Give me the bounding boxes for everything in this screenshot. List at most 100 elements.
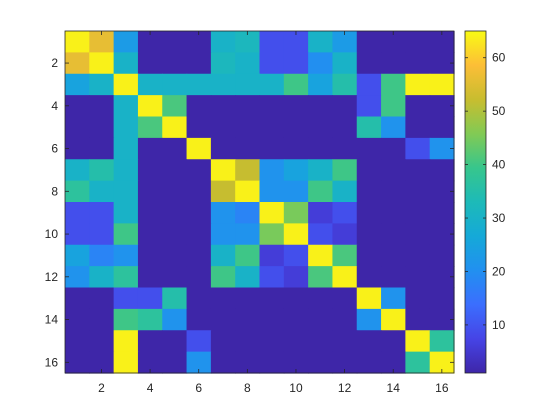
heatmap-cell-r10-c2 (89, 223, 115, 246)
heatmap-cell-r9-c11 (308, 202, 334, 224)
heatmap-cell-r8-c10 (283, 180, 309, 203)
heatmap-cell-r16-c1 (65, 351, 90, 374)
heatmap-cell-r9-c7 (210, 202, 236, 224)
heatmap-cell-r8-c15 (405, 180, 431, 203)
heatmap-cell-r4-c13 (356, 95, 382, 118)
heatmap-cell-r14-c13 (356, 308, 382, 331)
heatmap-cell-r15-c7 (210, 330, 236, 353)
heatmap-cell-r1-c4 (137, 31, 163, 53)
heatmap-cell-r6-c2 (89, 137, 115, 160)
heatmap-cells (65, 31, 455, 374)
heatmap-cell-r13-c11 (308, 287, 334, 310)
heatmap-cell-r9-c9 (259, 202, 285, 224)
heatmap-cell-r9-c12 (332, 202, 358, 224)
heatmap-cell-r6-c15 (405, 137, 431, 160)
heatmap-cell-r12-c2 (89, 266, 115, 289)
heatmap-cell-r1-c3 (113, 31, 139, 53)
heatmap-cell-r14-c8 (235, 308, 261, 331)
heatmap-cell-r10-c1 (65, 223, 90, 246)
heatmap-cell-r11-c4 (137, 244, 163, 267)
heatmap-cell-r6-c10 (283, 137, 309, 160)
heatmap-cell-r3-c13 (356, 73, 382, 96)
heatmap-cell-r6-c14 (381, 137, 406, 160)
heatmap-cell-r13-c8 (235, 287, 261, 310)
heatmap-cell-r3-c14 (381, 73, 406, 96)
heatmap-cell-r14-c10 (283, 308, 309, 331)
heatmap-cell-r11-c3 (113, 244, 139, 267)
heatmap-cell-r5-c1 (65, 116, 90, 139)
colorbar-tick-label: 30 (492, 211, 506, 225)
heatmap-cell-r16-c5 (162, 351, 188, 374)
heatmap-cell-r16-c11 (308, 351, 334, 374)
colorbar-tick-label: 20 (492, 264, 506, 278)
heatmap-cell-r1-c6 (186, 31, 212, 53)
heatmap-cell-r4-c2 (89, 95, 115, 118)
heatmap-cell-r5-c9 (259, 116, 285, 139)
heatmap-cell-r1-c2 (89, 31, 115, 53)
x-tick-label: 14 (387, 381, 401, 395)
heatmap-cell-r4-c5 (162, 95, 188, 118)
heatmap-cell-r2-c4 (137, 52, 163, 75)
heatmap-cell-r15-c13 (356, 330, 382, 353)
heatmap-cell-r11-c12 (332, 244, 358, 267)
heatmap-cell-r12-c13 (356, 266, 382, 289)
heatmap-cell-r5-c10 (283, 116, 309, 139)
heatmap-cell-r8-c3 (113, 180, 139, 203)
heatmap-cell-r5-c7 (210, 116, 236, 139)
heatmap-cell-r1-c8 (235, 31, 261, 53)
heatmap-cell-r16-c6 (186, 351, 212, 374)
heatmap-cell-r1-c11 (308, 31, 334, 53)
heatmap-cell-r5-c3 (113, 116, 139, 139)
y-tick-label: 14 (45, 313, 59, 327)
x-tick-label: 10 (289, 381, 303, 395)
heatmap-cell-r4-c8 (235, 95, 261, 118)
heatmap-cell-r2-c14 (381, 52, 406, 75)
heatmap-cell-r4-c6 (186, 95, 212, 118)
heatmap-cell-r8-c7 (210, 180, 236, 203)
heatmap-cell-r5-c15 (405, 116, 431, 139)
heatmap-cell-r7-c4 (137, 159, 163, 182)
heatmap-cell-r6-c8 (235, 137, 261, 160)
heatmap-cell-r5-c12 (332, 116, 358, 139)
heatmap-cell-r10-c9 (259, 223, 285, 246)
heatmap-cell-r2-c9 (259, 52, 285, 75)
heatmap-cell-r1-c12 (332, 31, 358, 53)
heatmap-cell-r1-c14 (381, 31, 406, 53)
heatmap-cell-r11-c14 (381, 244, 406, 267)
heatmap-cell-r11-c16 (429, 244, 455, 267)
heatmap-cell-r4-c9 (259, 95, 285, 118)
heatmap-cell-r2-c10 (283, 52, 309, 75)
heatmap-cell-r3-c10 (283, 73, 309, 96)
heatmap-cell-r2-c5 (162, 52, 188, 75)
y-tick-label: 10 (45, 227, 59, 241)
heatmap-cell-r8-c6 (186, 180, 212, 203)
heatmap-cell-r8-c4 (137, 180, 163, 203)
heatmap-cell-r3-c16 (429, 73, 455, 96)
heatmap-cell-r5-c4 (137, 116, 163, 139)
x-tick-label: 8 (244, 381, 251, 395)
y-tick-label: 12 (45, 270, 59, 284)
heatmap-cell-r14-c6 (186, 308, 212, 331)
heatmap-cell-r2-c7 (210, 52, 236, 75)
heatmap-cell-r14-c12 (332, 308, 358, 331)
heatmap-cell-r2-c2 (89, 52, 115, 75)
heatmap-cell-r1-c1 (65, 31, 90, 53)
heatmap-cell-r11-c10 (283, 244, 309, 267)
heatmap-cell-r3-c8 (235, 73, 261, 96)
heatmap-cell-r7-c8 (235, 159, 261, 182)
heatmap-cell-r4-c10 (283, 95, 309, 118)
heatmap-cell-r1-c10 (283, 31, 309, 53)
heatmap-cell-r9-c15 (405, 202, 431, 224)
y-tick-label: 2 (51, 56, 58, 70)
heatmap-cell-r1-c15 (405, 31, 431, 53)
heatmap-cell-r2-c13 (356, 52, 382, 75)
heatmap-cell-r5-c14 (381, 116, 406, 139)
heatmap-cell-r10-c13 (356, 223, 382, 246)
heatmap-cell-r13-c14 (381, 287, 406, 310)
heatmap-cell-r13-c9 (259, 287, 285, 310)
heatmap-cell-r14-c11 (308, 308, 334, 331)
heatmap-cell-r6-c5 (162, 137, 188, 160)
heatmap-cell-r7-c1 (65, 159, 90, 182)
heatmap-cell-r3-c3 (113, 73, 139, 96)
heatmap-cell-r6-c3 (113, 137, 139, 160)
